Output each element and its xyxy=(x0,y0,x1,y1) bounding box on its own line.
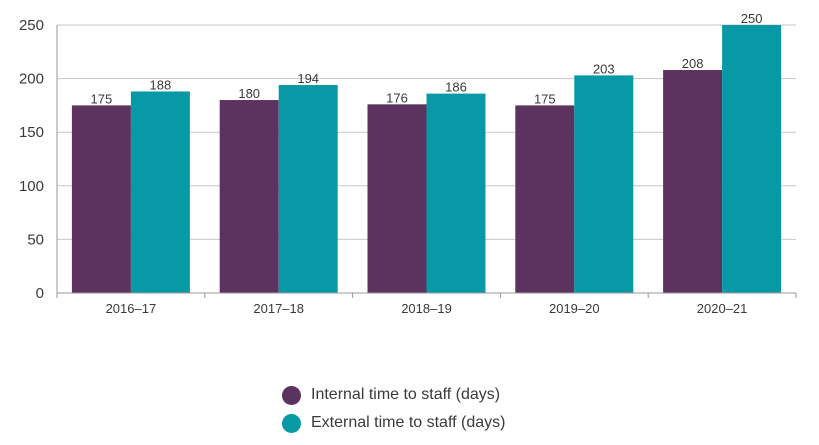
data-label: 175 xyxy=(91,91,113,106)
bar-internal xyxy=(515,105,575,294)
data-label: 175 xyxy=(534,91,556,106)
data-labels: 175 188 180 194 176 186 175 203 208 250 xyxy=(91,11,763,106)
legend-swatch-external xyxy=(282,413,301,433)
data-label: 194 xyxy=(297,71,319,86)
x-axis: 2016–17 2017–18 2018–19 2019–20 2020–21 xyxy=(56,25,797,316)
data-label: 250 xyxy=(741,11,763,26)
bar-external xyxy=(426,93,486,293)
y-tick-label: 50 xyxy=(27,231,44,248)
y-axis-ticks: 0 50 100 150 200 250 xyxy=(19,17,44,302)
bar-internal xyxy=(219,100,279,293)
data-label: 186 xyxy=(445,80,467,95)
legend-item-external: External time to staff (days) xyxy=(282,409,505,437)
data-label: 176 xyxy=(386,90,408,105)
x-tick-label: 2018–19 xyxy=(401,301,452,316)
legend-item-internal: Internal time to staff (days) xyxy=(282,381,505,409)
data-label: 203 xyxy=(593,61,615,76)
data-label: 188 xyxy=(150,77,172,92)
y-tick-label: 0 xyxy=(36,285,44,302)
x-tick-label: 2016–17 xyxy=(106,301,157,316)
bars xyxy=(71,25,782,294)
y-tick-label: 100 xyxy=(19,178,44,195)
bar-external xyxy=(722,25,782,293)
x-tick-label: 2017–18 xyxy=(253,301,304,316)
bar-internal xyxy=(367,104,427,293)
y-tick-label: 150 xyxy=(19,124,44,141)
legend: Internal time to staff (days) External t… xyxy=(282,381,505,437)
y-tick-label: 200 xyxy=(19,71,44,88)
legend-label-internal: Internal time to staff (days) xyxy=(311,386,501,403)
data-label: 208 xyxy=(682,56,704,71)
bar-external xyxy=(574,75,634,293)
bar-internal xyxy=(71,105,131,294)
legend-label-external: External time to staff (days) xyxy=(311,414,506,431)
bar-external xyxy=(278,85,338,293)
bar-internal xyxy=(663,70,723,293)
x-tick-label: 2019–20 xyxy=(549,301,600,316)
data-label: 180 xyxy=(238,86,260,101)
y-tick-label: 250 xyxy=(19,17,44,34)
x-tick-label: 2020–21 xyxy=(697,301,748,316)
bar-external xyxy=(130,91,190,294)
legend-swatch-internal xyxy=(282,385,301,405)
